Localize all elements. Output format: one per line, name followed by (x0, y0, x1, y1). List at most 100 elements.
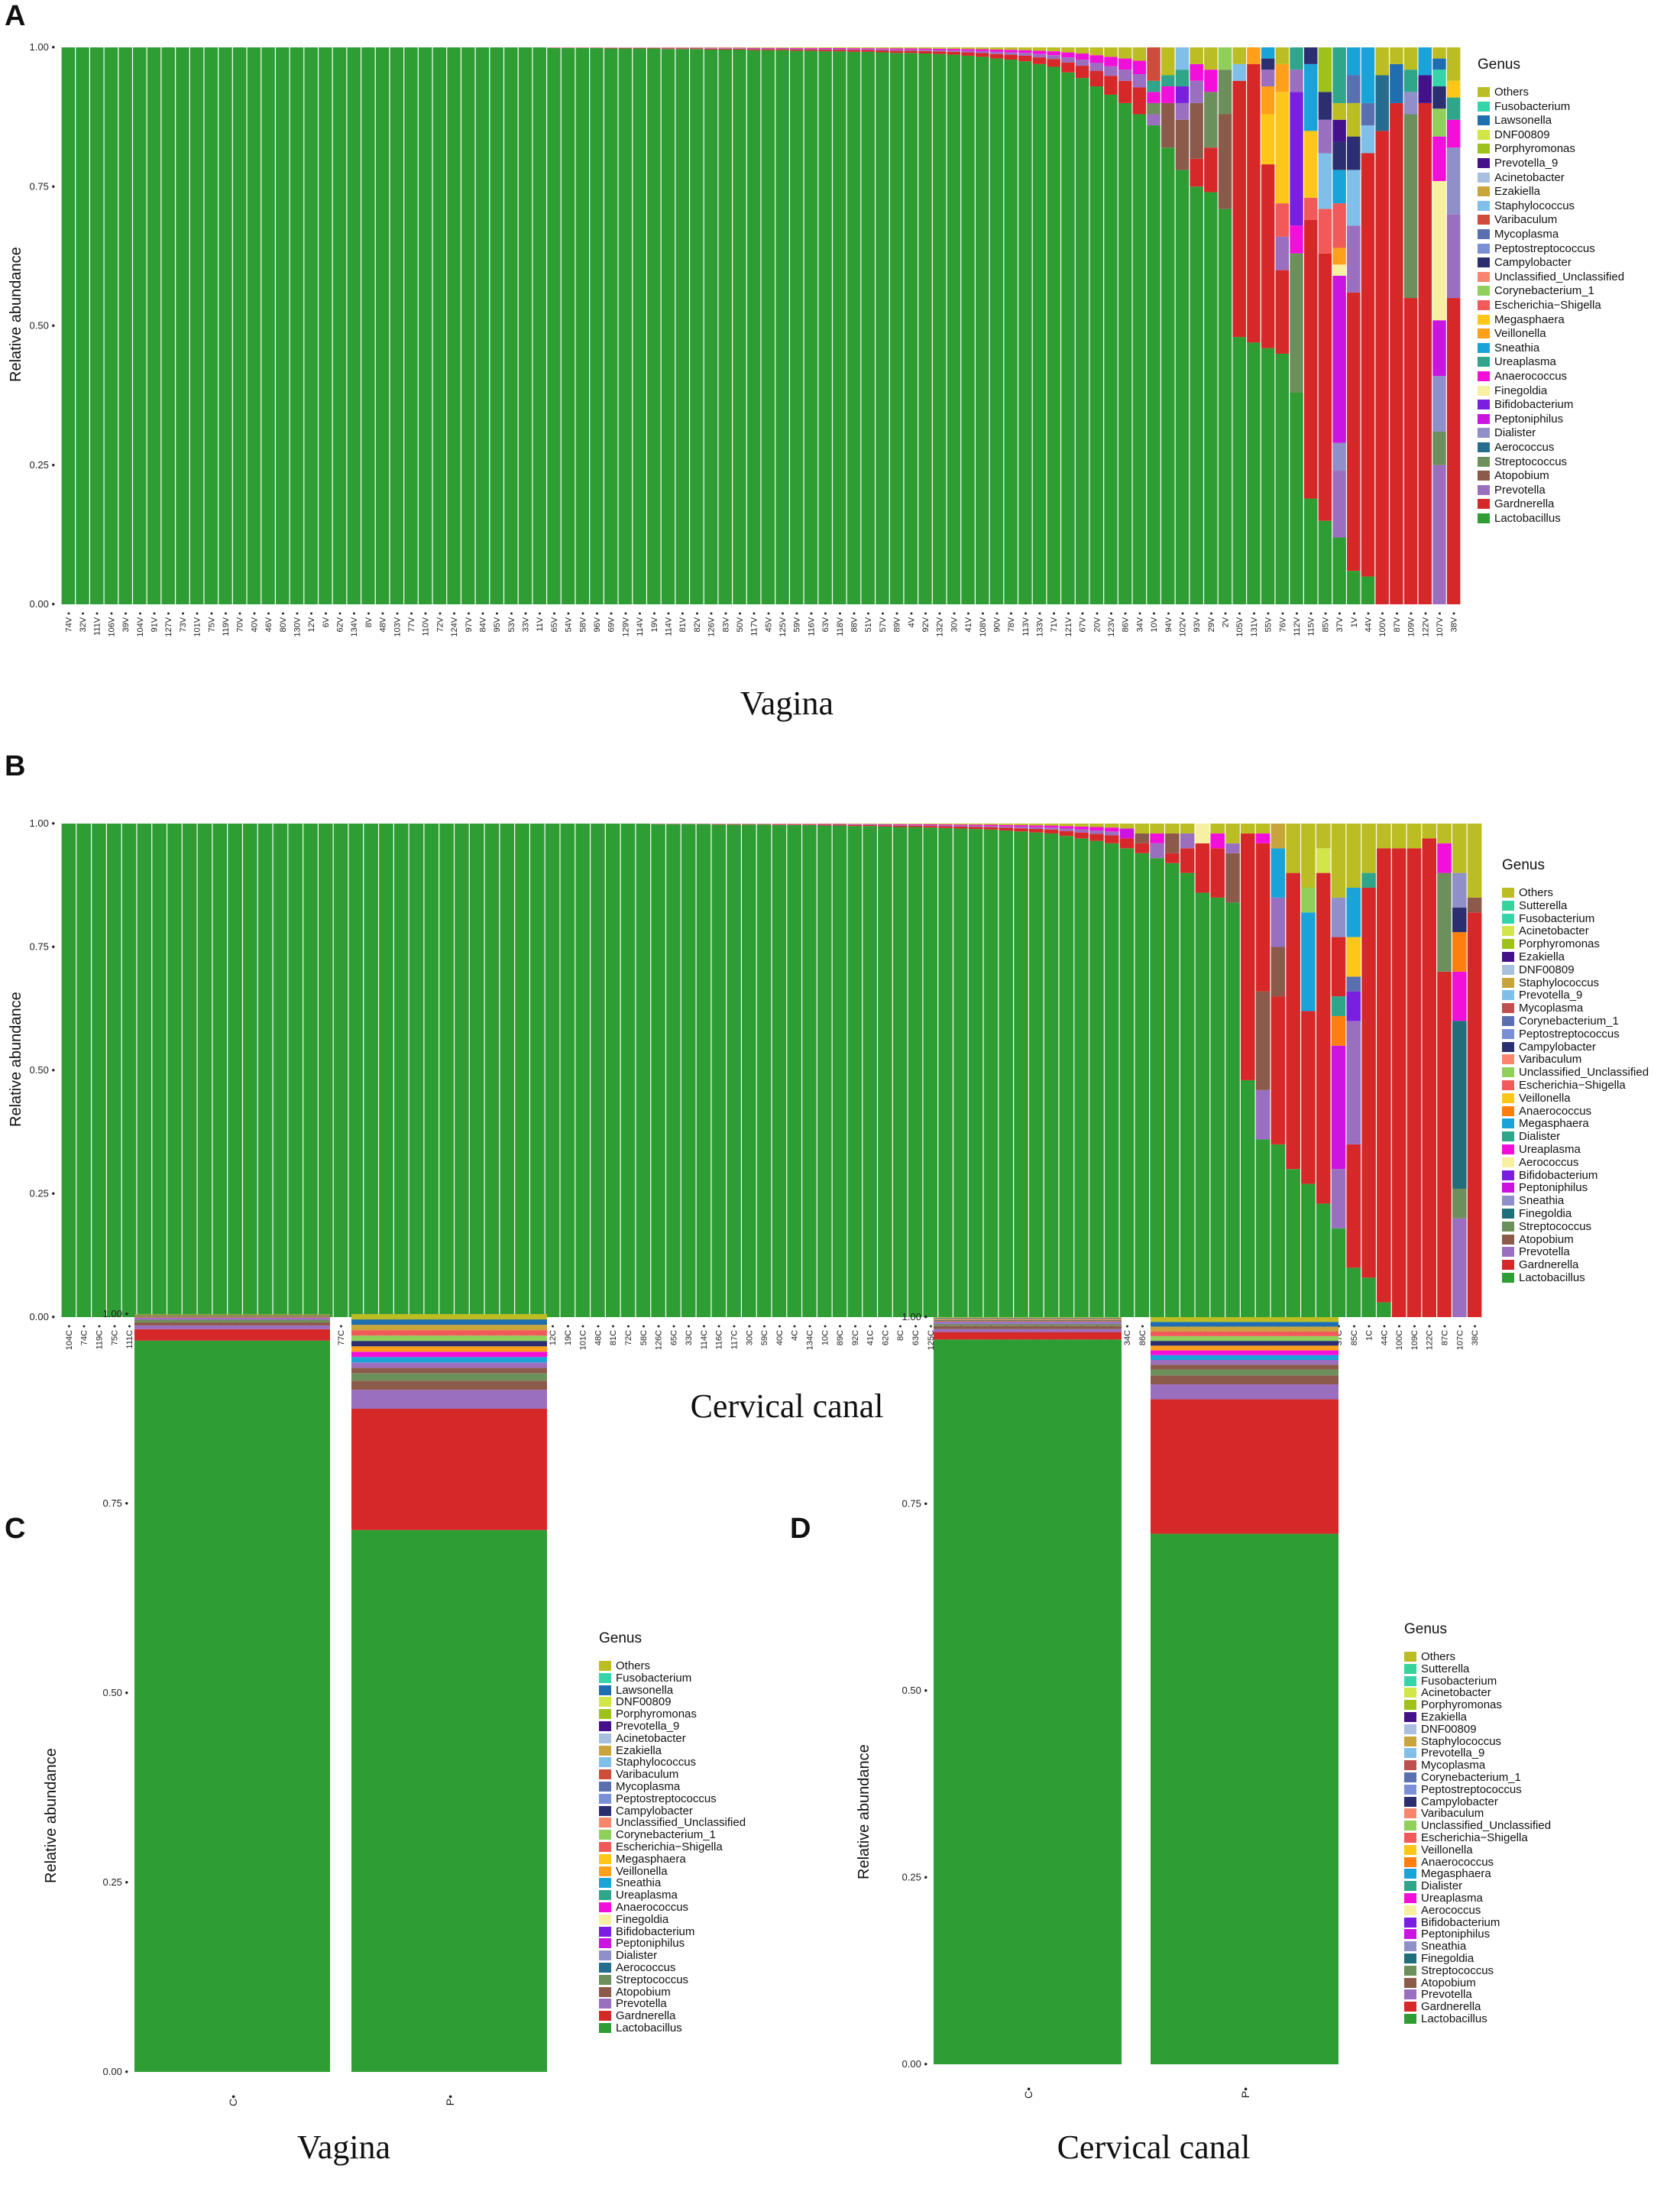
panel-a-bar-17-seg-0 (304, 47, 318, 604)
panel-b-bar-63-seg-0 (1014, 831, 1028, 1317)
panel-b-bar-43-seg-0 (711, 824, 727, 1317)
panel-b-bar-84-seg-5 (1331, 937, 1346, 997)
legend-label: Unclassified_Unclassified (1519, 1066, 1649, 1080)
legend-swatch (1478, 428, 1490, 439)
panel-a-bar-71-seg-2 (1075, 60, 1089, 66)
legend-swatch (1478, 413, 1490, 424)
panel-a-bar-56-seg-3 (861, 48, 875, 50)
legend-label: Peptostreptococcus (1494, 241, 1595, 255)
panel-a-bar-78-seg-3 (1175, 86, 1190, 103)
panel-b-ytick-4: 1.00 • (30, 817, 56, 829)
legend-label: Gardnerella (1494, 497, 1555, 511)
panel-b-legend-item: Sneathia (1502, 1194, 1564, 1207)
legend-label: Veillonella (1519, 1091, 1571, 1105)
panel-a-bar-59-seg-4 (904, 47, 918, 49)
panel-a-bar-96-seg-2 (1432, 376, 1446, 432)
panel-a-xtick-82: 105V • (1235, 612, 1245, 637)
legend-swatch (599, 1685, 611, 1695)
panel-a-bar-59-seg-3 (904, 48, 918, 50)
panel-d-bar-1-stripe-9 (1151, 1322, 1338, 1327)
panel-c-bar-0-stripe-3 (134, 1318, 330, 1319)
panel-a-bar-84-seg-0 (1261, 348, 1275, 604)
legend-label: Peptoniphilus (1494, 412, 1564, 426)
panel-b-bar-64-seg-0 (1028, 832, 1044, 1317)
panel-a-bar-56-seg-1 (861, 50, 875, 52)
panel-b-bar-85-seg-3 (1346, 991, 1361, 1021)
legend-swatch (599, 1721, 611, 1731)
panel-a-bar-25-seg-0 (418, 47, 432, 604)
legend-swatch (1404, 1929, 1416, 1940)
panel-d-legend-item: Fusobacterium (1404, 1675, 1497, 1688)
panel-a-xtick-20: 134V • (350, 612, 359, 637)
panel-a-bar-80-seg-3 (1204, 70, 1218, 92)
legend-swatch (1478, 257, 1490, 268)
panel-a-bar-81-seg-0 (1218, 209, 1232, 604)
panel-b-xtick-89: 109C • (1410, 1325, 1419, 1350)
panel-b-bar-76-seg-1 (1210, 848, 1225, 898)
panel-c-bar-1-stripe-0 (351, 1368, 547, 1374)
panel-d-bar-0-stripe-10 (934, 1317, 1122, 1318)
panel-c-legend-item: Anaerococcus (599, 1901, 688, 1914)
panel-d-bar-1-seg-2 (1151, 1384, 1338, 1400)
panel-b-legend-item: Escherichia−Shigella (1502, 1079, 1626, 1092)
panel-c-legend-item: Lawsonella (599, 1684, 673, 1697)
panel-a-bar-31-seg-0 (504, 47, 518, 604)
legend-label: Sneathia (1421, 1940, 1467, 1954)
panel-b-bar-55-seg-2 (892, 824, 908, 826)
panel-b-bar-12-seg-0 (243, 824, 257, 1317)
panel-a-bar-96-seg-5 (1432, 136, 1446, 181)
panel-d-bar-0-seg-0 (934, 1339, 1122, 2064)
panel-d-legend-item: Lactobacillus (1404, 2012, 1487, 2025)
panel-a-bar-91-seg-3 (1361, 102, 1375, 126)
legend-label: Sutterella (1421, 1662, 1470, 1675)
panel-b-bar-84-seg-6 (1331, 897, 1346, 937)
legend-swatch (1478, 229, 1490, 239)
panel-a-xtick-22: 48V • (379, 612, 388, 633)
panel-d-bar-1-stripe-4 (1151, 1345, 1338, 1351)
panel-b-bar-67-seg-0 (1074, 838, 1089, 1317)
panel-b-bar-51-seg-0 (832, 825, 847, 1317)
panel-b-bar-45-seg-1 (742, 824, 756, 825)
legend-swatch (1502, 1221, 1514, 1232)
panel-b-legend-item: Peptoniphilus (1502, 1181, 1588, 1194)
panel-b-bar-17-seg-0 (318, 824, 333, 1317)
panel-a-bar-90-seg-5 (1347, 102, 1361, 137)
legend-swatch (1478, 329, 1490, 339)
panel-a-xtick-57: 57V • (879, 612, 888, 633)
panel-b-bar-46-seg-1 (756, 824, 772, 825)
panel-a-bar-73-seg-0 (1104, 94, 1118, 604)
panel-c-bar-0-stripe-5 (134, 1316, 330, 1318)
panel-a-bar-67-seg-0 (1018, 61, 1032, 605)
panel-b-bar-76-seg-0 (1210, 897, 1225, 1317)
panel-a-bar-73-seg-3 (1104, 57, 1118, 66)
panel-b-legend-item: Unclassified_Unclassified (1502, 1066, 1649, 1079)
panel-b-ytick-2: 0.50 • (30, 1064, 56, 1076)
panel-b-bar-57-seg-1 (923, 826, 938, 828)
panel-b-bar-54-seg-2 (878, 824, 892, 826)
panel-a-bar-87-seg-0 (1303, 498, 1318, 604)
legend-label: Porphyromonas (1421, 1698, 1502, 1712)
legend-swatch (1478, 87, 1490, 97)
panel-b-xtick-85: 85C • (1350, 1325, 1359, 1345)
panel-a-bar-36-seg-0 (575, 47, 590, 605)
panel-b-xtick-56: 63C • (911, 1325, 921, 1345)
panel-b-bar-72-seg-1 (1150, 843, 1164, 859)
panel-b-bar-62-seg-2 (999, 826, 1013, 828)
panel-a-bar-96-seg-7 (1432, 86, 1446, 109)
panel-b-bar-64-seg-2 (1028, 827, 1044, 829)
panel-c-legend-item: Ureaplasma (599, 1889, 678, 1902)
legend-swatch (1478, 115, 1490, 126)
legend-label: Others (1519, 886, 1554, 899)
panel-a-bar-90-seg-2 (1347, 225, 1361, 293)
panel-b-bar-92-seg-2 (1452, 1021, 1467, 1190)
panel-a-legend-item: Unclassified_Unclassified (1478, 270, 1624, 283)
legend-swatch (1404, 1893, 1416, 1903)
panel-a-bar-89-seg-3 (1332, 275, 1346, 443)
panel-b-bar-26-seg-0 (455, 824, 469, 1317)
legend-label: Mycoplasma (1494, 228, 1559, 241)
panel-a-bar-96-seg-3 (1432, 320, 1446, 377)
panel-b-bar-89-seg-1 (1406, 824, 1422, 849)
panel-a-xtick-58: 89V • (893, 612, 902, 633)
panel-b-bar-78-seg-0 (1241, 1080, 1255, 1317)
panel-a-bar-89-seg-5 (1332, 248, 1346, 265)
